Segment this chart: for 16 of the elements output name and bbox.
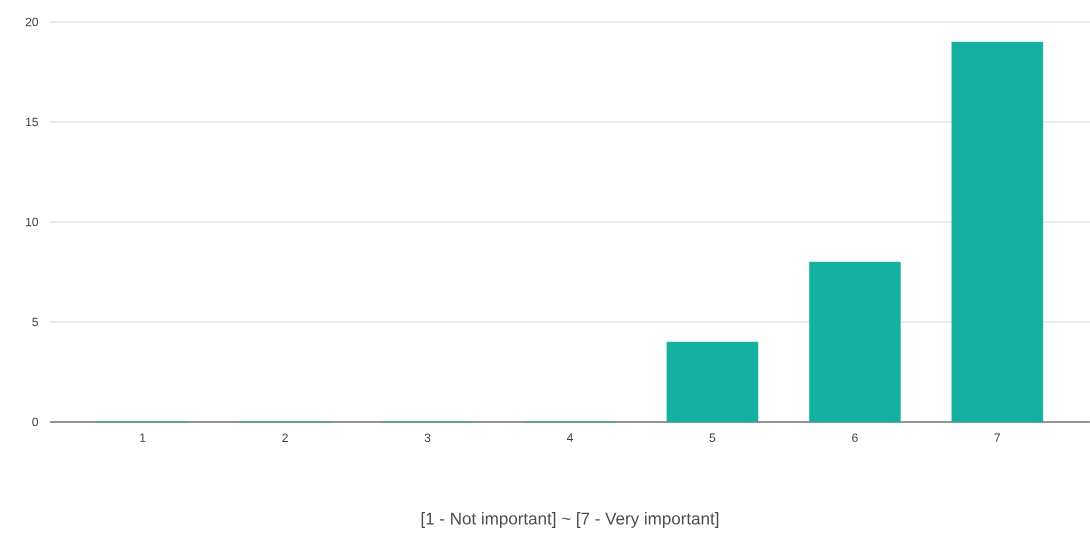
x-axis-title: [1 - Not important] ~ [7 - Very important] (421, 512, 719, 528)
y-tick-label: 5 (32, 317, 38, 327)
x-tick-label: 2 (282, 433, 288, 442)
x-tick-label: 3 (424, 433, 431, 443)
x-tick-label: 1 (140, 433, 146, 442)
y-tick-label: 20 (25, 17, 39, 27)
x-tick-label: 7 (994, 433, 1001, 442)
y-tick-label: 10 (26, 217, 39, 227)
y-tick-label: 15 (26, 117, 38, 127)
bar (666, 341, 759, 423)
x-tick-label: 4 (566, 433, 573, 442)
bar (809, 261, 901, 423)
y-tick-label: 0 (32, 417, 39, 427)
x-tick-label: 5 (709, 433, 716, 442)
bar (951, 41, 1044, 423)
x-tick-label: 6 (852, 433, 858, 443)
